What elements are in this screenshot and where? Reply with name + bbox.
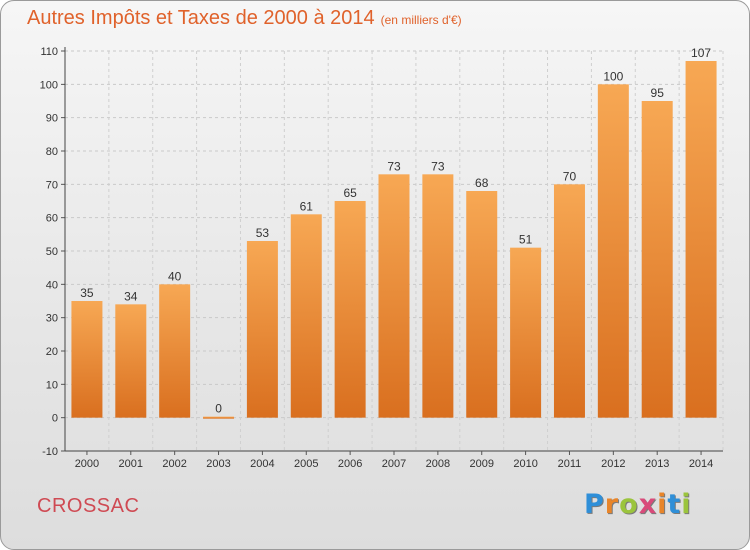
labels: -10 0 10 20 30 40 50 60 70 80 90 100 110 35 2000 34 2001… [40, 46, 714, 470]
x-tick-label: 2011 [558, 458, 582, 470]
logo-letter: i [657, 489, 668, 520]
y-tick-label: 50 [46, 246, 58, 258]
x-tick-label: 2001 [119, 458, 143, 470]
bar [422, 174, 454, 418]
bar-value-label: 107 [691, 46, 711, 60]
bars [71, 61, 717, 419]
logo-letter: t [667, 489, 682, 520]
bar [71, 301, 103, 418]
logo-letter: P [584, 489, 605, 520]
chart-unit: (en milliers d'€) [380, 13, 462, 27]
logo-letter: i [681, 489, 692, 520]
bar-value-label: 51 [519, 233, 533, 247]
y-tick-label: -10 [42, 446, 58, 458]
bar [334, 201, 366, 418]
bar-value-label: 0 [215, 402, 222, 416]
bar [685, 61, 717, 418]
logo-letter: r [604, 489, 620, 520]
bar-value-label: 70 [563, 169, 577, 183]
x-tick-label: 2003 [206, 458, 230, 470]
x-tick-label: 2008 [426, 458, 450, 470]
x-tick-label: 2002 [162, 458, 186, 470]
y-tick-label: 90 [46, 113, 58, 125]
bar-value-label: 100 [603, 69, 623, 83]
bar-value-label: 34 [124, 289, 138, 303]
proxiti-logo: Proxiti [584, 489, 692, 520]
bar-value-label: 61 [300, 199, 314, 213]
x-tick-label: 2006 [338, 458, 362, 470]
place-name: CROSSAC [37, 495, 140, 517]
y-tick-label: 80 [46, 146, 58, 158]
y-tick-label: 0 [52, 413, 58, 425]
bar-value-label: 40 [168, 269, 182, 283]
y-tick-label: 60 [46, 213, 58, 225]
x-tick-label: 2007 [382, 458, 406, 470]
bar-value-label: 35 [80, 286, 94, 300]
y-tick-label: 10 [46, 379, 58, 391]
x-tick-label: 2004 [250, 458, 274, 470]
y-tick-label: 30 [46, 313, 58, 325]
bar [597, 84, 629, 418]
bar-value-label: 65 [343, 186, 357, 200]
y-tick-label: 110 [40, 46, 58, 58]
y-tick-label: 70 [46, 179, 58, 191]
x-tick-label: 2000 [75, 458, 99, 470]
y-tick-label: 100 [40, 79, 58, 91]
bar-value-label: 95 [651, 86, 665, 100]
bar [246, 241, 278, 418]
x-tick-label: 2014 [689, 458, 713, 470]
bar-value-label: 73 [431, 159, 445, 173]
chart-title: Autres Impôts et Taxes de 2000 à 2014 (en… [27, 7, 462, 30]
bar [378, 174, 410, 418]
bar [290, 214, 322, 418]
y-tick-label: 40 [46, 279, 58, 291]
x-tick-label: 2009 [469, 458, 493, 470]
bar [466, 191, 498, 418]
bar [203, 416, 235, 419]
bar [510, 247, 542, 418]
bar-value-label: 68 [475, 176, 489, 190]
bar [641, 101, 673, 418]
y-tick-label: 20 [46, 346, 58, 358]
bar [159, 284, 191, 418]
logo-letter: x [638, 489, 658, 520]
bar-value-label: 73 [387, 159, 401, 173]
logo-letter: o [619, 489, 639, 520]
x-tick-label: 2013 [645, 458, 669, 470]
x-tick-label: 2012 [601, 458, 625, 470]
bar [553, 184, 585, 418]
axes [61, 47, 723, 455]
x-tick-label: 2010 [513, 458, 537, 470]
bar-value-label: 53 [256, 226, 270, 240]
chart-title-text: Autres Impôts et Taxes de 2000 à 2014 [27, 7, 375, 29]
bar [115, 304, 147, 418]
x-tick-label: 2005 [294, 458, 318, 470]
